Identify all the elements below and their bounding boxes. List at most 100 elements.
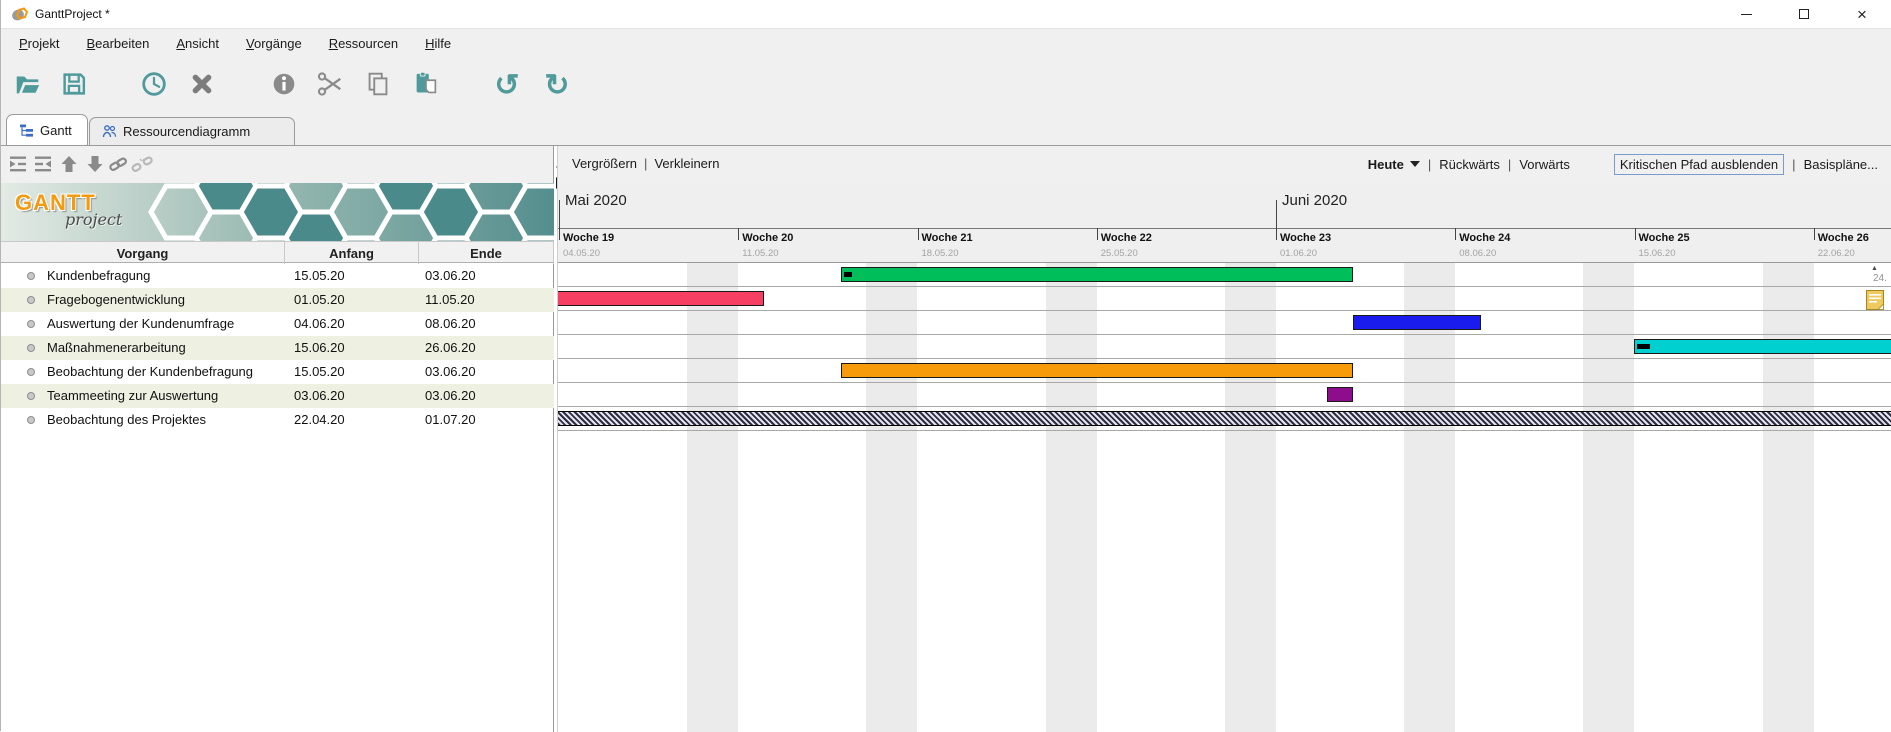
gantt-bar-beobachtung-des-projektes[interactable] [558,411,1891,426]
move-up-icon [58,156,80,179]
properties-clock-button[interactable] [138,70,170,102]
gantt-bar-ma-nahmenerarbeitung[interactable] [1634,339,1891,354]
window-title: GanttProject * [35,7,110,21]
timeline-header: Mai 2020 Juni 2020 Woche 19 04.05.20 Woche 2… [558,183,1891,263]
week-start-date: 15.06.20 [1638,248,1676,259]
unlink-button[interactable] [131,153,153,175]
baselines-button[interactable]: Basispläne... [1803,157,1878,172]
move-up-button[interactable] [58,153,80,175]
minimize-button[interactable] [1717,0,1775,28]
column-header-ende[interactable]: Ende [419,242,554,264]
chart-controls: Vergrößern | Verkleinern Heute | Rückwär… [558,146,1891,183]
column-header-anfang[interactable]: Anfang [285,242,419,264]
copy-button[interactable] [362,70,394,102]
properties-clock-icon [139,69,169,104]
title-bar: GanttProject * × [1,0,1891,28]
gantt-bar-fragebogenentwicklung[interactable] [558,291,764,306]
gantt-bar-kundenbefragung[interactable] [840,267,1353,282]
week-tick [1276,228,1277,240]
gantt-bar-teammeeting-zur-auswertung[interactable] [1327,387,1353,402]
save-button[interactable] [58,70,90,102]
task-row-kundenbefragung[interactable]: Kundenbefragung 15.05.20 03.06.20 [1,264,554,288]
week-start-date: 04.05.20 [563,248,600,259]
gantt-bar-auswertung-der-kundenumfrage[interactable] [1352,315,1481,330]
task-end-date: 08.06.20 [425,316,476,331]
cut-icon [315,69,345,104]
link-button[interactable] [107,153,129,175]
row-separator [558,406,1891,407]
week-label: Woche 19 [563,232,615,244]
week-tick [1455,228,1457,240]
week-tick [1813,228,1815,240]
task-row-beobachtung-des-projektes[interactable]: Beobachtung des Projektes 22.04.20 01.07.2… [1,408,554,432]
row-separator [558,310,1891,311]
column-header-vorgang[interactable]: Vorgang [1,242,285,264]
week-tick [1096,228,1098,240]
task-end-date: 03.06.20 [425,388,476,403]
paste-button[interactable] [410,70,442,102]
progress-indicator [843,272,852,277]
maximize-button[interactable] [1775,0,1833,28]
task-bullet-icon [27,392,35,400]
menu-ansicht[interactable]: Ansicht [176,35,219,51]
move-down-button[interactable] [84,153,106,175]
menu-hilfe[interactable]: Hilfe [425,35,452,51]
redo-button[interactable]: ↻ [541,70,573,102]
menu-projekt[interactable]: Projekt [19,35,60,51]
menu-vorg-nge[interactable]: Vorgänge [246,35,302,51]
gantt-tree-icon [19,123,34,138]
unindent-icon [7,156,29,179]
week-label: Woche 25 [1638,232,1690,244]
close-button[interactable]: × [1833,0,1891,28]
task-start-date: 22.04.20 [294,412,345,427]
week-start-date: 11.05.20 [742,248,779,259]
task-name: Auswertung der Kundenumfrage [47,316,235,331]
cut-button[interactable] [314,70,346,102]
deadline-marker-text: 24. [1873,273,1887,284]
open-folder-button[interactable] [12,70,44,102]
link-icon [107,157,129,179]
week-label: Woche 22 [1100,232,1152,244]
task-row-fragebogenentwicklung[interactable]: Fragebogenentwicklung 01.05.20 11.05.20 [1,288,554,312]
indent-button[interactable] [32,153,54,175]
menu-ressourcen[interactable]: Ressourcen [328,35,399,51]
ganttproject-banner: GANTT project [1,183,554,241]
menu-bearbeiten[interactable]: Bearbeiten [86,35,150,51]
task-row-ma-nahmenerarbeitung[interactable]: Maßnahmenerarbeitung 15.06.20 26.06.20 [1,336,554,360]
resources-people-icon [102,124,117,139]
task-end-date: 26.06.20 [425,340,476,355]
main-toolbar: ↺ ↻ [1,57,1891,156]
logo-project-text: project [65,210,123,229]
zoom-out-link[interactable]: Verkleinern [654,156,720,171]
task-name: Beobachtung der Kundenbefragung [47,364,254,379]
task-bullet-icon [27,416,35,424]
tab-gantt[interactable]: Gantt [6,114,88,145]
month-label-mai-2020: Mai 2020 [565,192,627,209]
task-table-header: Vorgang Anfang Ende [1,241,554,264]
row-separator [558,430,1891,431]
tab-ressourcendiagramm[interactable]: Ressourcendiagramm [89,117,295,145]
task-row-auswertung-der-kundenumfrage[interactable]: Auswertung der Kundenumfrage 04.06.20 08.0… [1,312,554,336]
task-start-date: 15.05.20 [294,364,345,379]
gantt-bar-beobachtung-der-kundenbefragung[interactable] [840,363,1353,378]
delete-button[interactable] [186,70,218,102]
week-tick [738,228,740,240]
task-start-date: 03.06.20 [294,388,345,403]
undo-button[interactable]: ↺ [491,70,523,102]
today-dropdown[interactable]: Heute [1368,157,1420,172]
zoom-in-link[interactable]: Vergrößern [572,156,638,171]
info-icon [269,69,299,104]
content-area: GANTT project Vorgang Anfang Ende Kundenbe… [1,145,1891,732]
task-name: Maßnahmenerarbeitung [47,340,186,355]
task-end-date: 11.05.20 [425,292,475,307]
critical-path-button[interactable]: Kritischen Pfad ausblenden [1613,154,1785,175]
unlink-icon [131,156,153,179]
scroll-forward-link[interactable]: Vorwärts [1519,157,1570,172]
info-button[interactable] [268,70,300,102]
scroll-back-link[interactable]: Rückwärts [1439,157,1500,172]
task-row-teammeeting-zur-auswertung[interactable]: Teammeeting zur Auswertung 03.06.20 03.06.… [1,384,554,408]
unindent-button[interactable] [7,153,29,175]
undo-icon: ↺ [494,69,520,102]
task-row-beobachtung-der-kundenbefragung[interactable]: Beobachtung der Kundenbefragung 15.05.20 0… [1,360,554,384]
